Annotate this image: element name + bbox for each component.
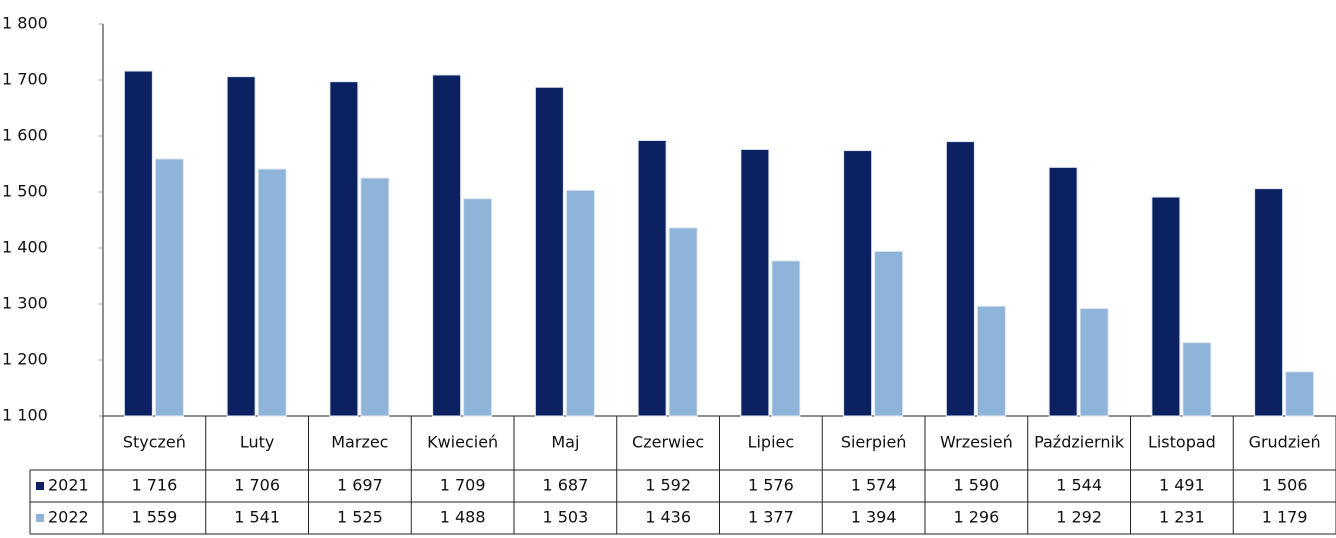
y-tick-label: 1 500 [2,182,48,201]
bar [637,139,667,417]
bar [1254,188,1284,417]
y-tick-label: 1 800 [2,14,48,33]
value-label: 1 488 [440,508,486,527]
x-tick-label: Grudzień [1249,433,1321,452]
bar [771,260,801,417]
value-label: 1 544 [1056,476,1102,495]
y-tick-label: 1 300 [2,294,48,313]
value-label: 1 231 [1159,508,1205,527]
y-tick-label: 1 700 [2,70,48,89]
bar [154,158,184,417]
value-label: 1 436 [645,508,691,527]
value-label: 1 576 [748,476,794,495]
bar [843,150,873,417]
bar [668,227,698,417]
legend-label: 2021 [48,476,89,495]
bar [534,86,564,417]
value-label: 1 292 [1056,508,1102,527]
value-label: 1 394 [851,508,897,527]
value-label: 1 559 [131,508,177,527]
bar [432,74,462,417]
x-tick-label: Lipiec [748,433,795,452]
value-label: 1 697 [337,476,383,495]
x-tick-label: Luty [240,433,275,452]
bar [463,198,493,417]
value-label: 1 179 [1262,508,1308,527]
bar [976,305,1006,417]
value-label: 1 592 [645,476,691,495]
x-tick-label: Czerwiec [632,433,704,452]
bar [1048,166,1078,417]
x-tick-label: Listopad [1148,433,1216,452]
legend-swatch [36,514,44,522]
legend-label: 2022 [48,508,89,527]
bar [257,168,287,417]
value-label: 1 716 [131,476,177,495]
bar [1079,307,1109,417]
value-label: 1 503 [542,508,588,527]
bar [123,70,153,417]
bar [565,189,595,417]
value-label: 1 525 [337,508,383,527]
bar [874,250,904,417]
bar [1285,371,1315,417]
x-tick-label: Maj [551,433,579,452]
value-label: 1 491 [1159,476,1205,495]
bar [360,177,390,417]
value-label: 1 296 [953,508,999,527]
y-tick-label: 1 400 [2,238,48,257]
y-tick-label: 1 600 [2,126,48,145]
bar [1182,342,1212,417]
value-label: 1 590 [953,476,999,495]
bar [226,76,256,417]
x-tick-label: Styczeń [123,433,186,452]
value-label: 1 541 [234,508,280,527]
y-tick-label: 1 200 [2,350,48,369]
x-tick-label: Sierpień [841,433,907,452]
value-label: 1 706 [234,476,280,495]
bar [1151,196,1181,417]
bar [945,141,975,417]
value-label: 1 687 [542,476,588,495]
x-tick-label: Kwiecień [427,433,498,452]
value-label: 1 709 [440,476,486,495]
value-label: 1 377 [748,508,794,527]
bar [329,81,359,417]
y-tick-label: 1 100 [2,406,48,425]
x-tick-label: Marzec [331,433,388,452]
bar [740,148,770,417]
value-label: 1 506 [1262,476,1308,495]
value-label: 1 574 [851,476,897,495]
x-tick-label: Październik [1034,433,1125,452]
x-tick-label: Wrzesień [940,433,1013,452]
legend-swatch [36,482,44,490]
